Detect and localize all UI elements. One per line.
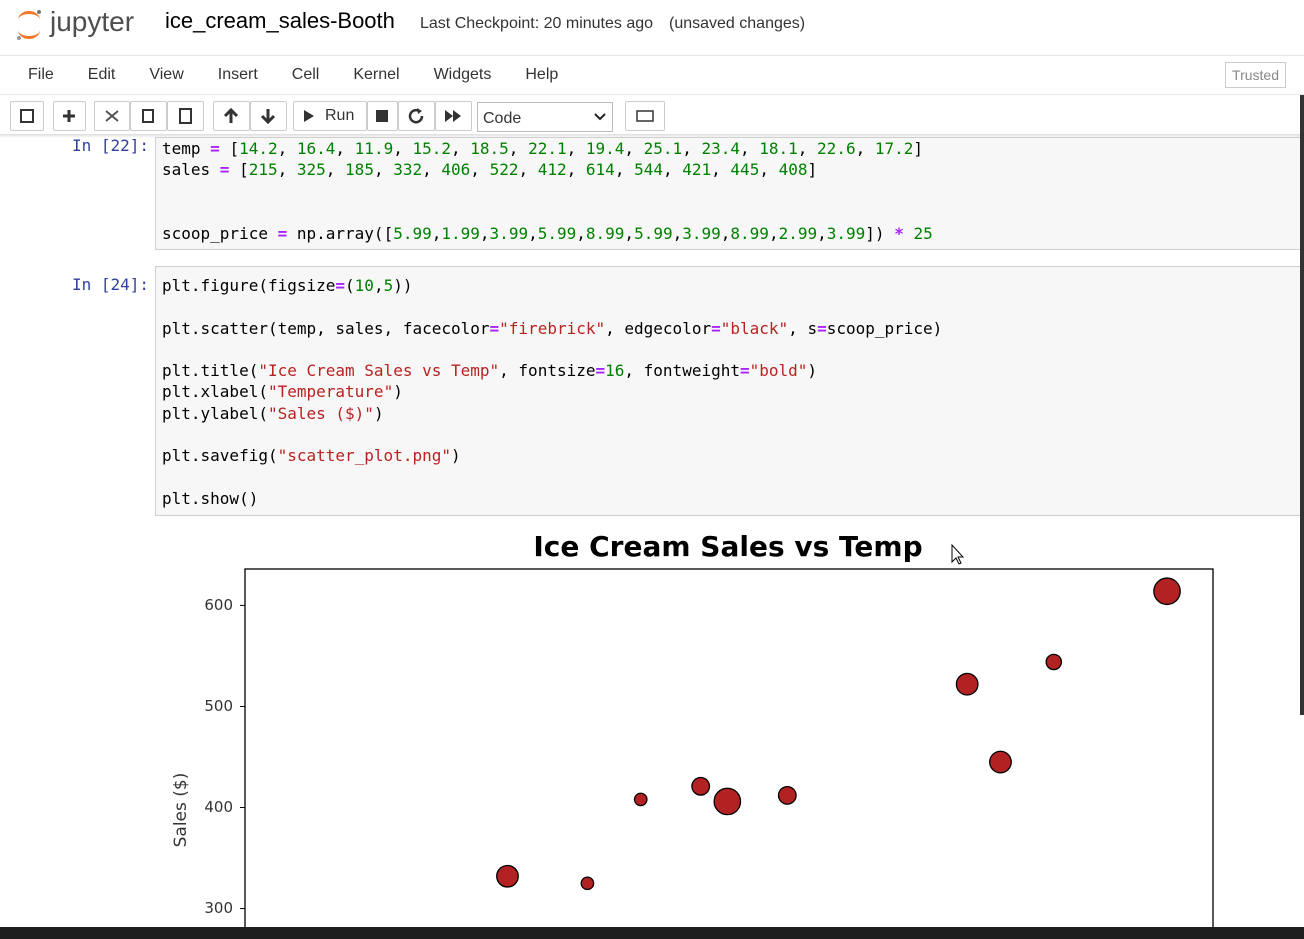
menu-item[interactable]: Help bbox=[525, 66, 559, 83]
trusted-indicator[interactable]: Trusted bbox=[1225, 62, 1286, 88]
logo-text: jupyter bbox=[50, 6, 135, 37]
scatter-point bbox=[691, 776, 711, 796]
code-line: plt.xlabel("Temperature") bbox=[162, 382, 403, 402]
paste-button[interactable] bbox=[167, 101, 204, 131]
scrollbar[interactable] bbox=[1300, 95, 1304, 715]
save-status: (unsaved changes) bbox=[669, 15, 806, 32]
copy-button[interactable] bbox=[130, 101, 167, 131]
scatter-point bbox=[777, 785, 797, 805]
y-tick-label: 400 bbox=[204, 798, 233, 816]
y-tick-label: 300 bbox=[204, 899, 233, 917]
run-button[interactable] bbox=[293, 101, 367, 131]
menubar: File Edit View Insert Cell Kernel Widgets Help … bbox=[0, 55, 1304, 95]
code-input[interactable]: temp = [14.2, 16.4, 11.9, 15.2, 18.5, 22… bbox=[155, 137, 1304, 250]
code-block: plt.scatter(temp, sales, facecolor="fire… bbox=[162, 318, 1304, 339]
menu-item[interactable]: Kernel bbox=[353, 66, 400, 83]
scatter-point bbox=[1153, 577, 1181, 606]
menu-item[interactable]: View bbox=[149, 66, 184, 83]
scatter-point bbox=[633, 792, 648, 807]
cell-prompt: In [22]: bbox=[72, 136, 150, 155]
plot-frame bbox=[244, 568, 1214, 927]
menu-item[interactable]: Cell bbox=[291, 66, 320, 83]
code-line: plt.scatter(temp, sales, facecolor="fire… bbox=[162, 318, 943, 338]
chart: Ice Cream Sales vs Temp Sales ($) 300 400 50… bbox=[171, 530, 1214, 927]
y-tick-label: 500 bbox=[204, 697, 233, 715]
scatter-point bbox=[1045, 653, 1063, 671]
code-block: plt.title("Ice Cream Sales vs Temp", fon… bbox=[162, 360, 1304, 424]
menu-item[interactable]: File bbox=[28, 66, 54, 83]
keyboard-button[interactable] bbox=[625, 101, 665, 131]
menu-item[interactable]: Insert bbox=[217, 66, 258, 83]
chart-title: Ice Cream Sales vs Temp bbox=[533, 530, 922, 563]
code-block: temp = [14.2, 16.4, 11.9, 15.2, 18.5, 22… bbox=[162, 138, 1304, 181]
scatter-point bbox=[955, 672, 979, 696]
cell-type-value[interactable]: Code bbox=[483, 110, 522, 127]
taskbar bbox=[0, 927, 1304, 939]
notebook-name[interactable]: ice_cream_sales-Booth bbox=[165, 8, 395, 33]
code-line: plt.show() bbox=[162, 488, 259, 508]
code-line: sales = [215, 325, 185, 332, 406, 522, 4… bbox=[162, 160, 818, 180]
scatter-point bbox=[496, 864, 519, 888]
run-label[interactable]: Run bbox=[325, 107, 355, 124]
cell-prompt: In [24]: bbox=[72, 275, 150, 294]
code-line: plt.figure(figsize=(10,5)) bbox=[162, 276, 413, 295]
code-input[interactable]: plt.figure(figsize=(10,5)) plt.scatter(te… bbox=[155, 266, 1304, 516]
menu-item[interactable]: Edit bbox=[87, 66, 116, 83]
add-cell-button[interactable] bbox=[53, 101, 86, 131]
move-down-button[interactable] bbox=[250, 101, 287, 131]
mouse-cursor bbox=[951, 543, 965, 565]
restart-button[interactable] bbox=[398, 101, 435, 131]
save-button[interactable] bbox=[10, 101, 44, 131]
code-block: scoop_price = np.array([5.99,1.99,3.99,5… bbox=[162, 223, 1304, 244]
menu-item[interactable]: Widgets bbox=[433, 66, 492, 83]
code-line: temp = [14.2, 16.4, 11.9, 15.2, 18.5, 22… bbox=[162, 139, 924, 158]
stop-button[interactable] bbox=[367, 101, 398, 131]
y-axis-label: Sales ($) bbox=[171, 773, 191, 848]
code-line: scoop_price = np.array([5.99,1.99,3.99,5… bbox=[162, 224, 933, 244]
scatter-point bbox=[989, 750, 1012, 774]
menu-list: File Edit View Insert Cell Kernel Widgets Help bbox=[28, 66, 592, 84]
cell-type-select[interactable]: Code bbox=[477, 102, 613, 132]
code-block: plt.savefig("scatter_plot.png") bbox=[162, 445, 1304, 466]
cut-button[interactable] bbox=[94, 101, 130, 131]
scatter-point bbox=[580, 876, 595, 891]
code-block: plt.figure(figsize=(10,5)) bbox=[162, 275, 1304, 296]
code-block: plt.show() bbox=[162, 488, 1304, 509]
code-line: plt.ylabel("Sales ($)") bbox=[162, 403, 384, 423]
toolbar-shadow bbox=[0, 134, 1304, 138]
code-line: plt.savefig("scatter_plot.png") bbox=[162, 446, 461, 466]
code-line: plt.title("Ice Cream Sales vs Temp", fon… bbox=[162, 361, 818, 381]
y-tick-label: 600 bbox=[204, 596, 233, 614]
jupyter-logo-icon bbox=[17, 10, 41, 40]
checkpoint: Last Checkpoint: 20 minutes ago bbox=[420, 15, 654, 32]
move-up-button[interactable] bbox=[213, 101, 250, 131]
scatter-point bbox=[713, 787, 742, 816]
run-all-button[interactable] bbox=[435, 101, 472, 131]
